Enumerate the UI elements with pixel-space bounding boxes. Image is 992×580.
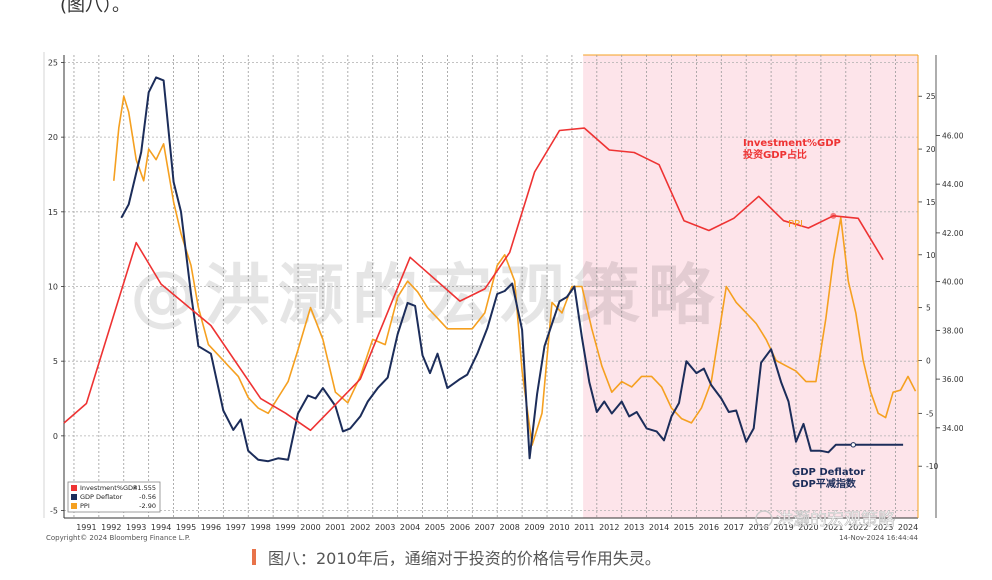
x-tick-label: 2001	[325, 523, 345, 532]
x-tick-label: 2023	[873, 523, 893, 532]
x-tick-label: 2005	[425, 523, 445, 532]
x-tick-label: 1993	[126, 523, 146, 532]
x-tick-label: 2022	[848, 523, 868, 532]
top-text-fragment: (图八）。	[60, 0, 131, 16]
legend-item-name: GDP Deflator	[80, 493, 123, 501]
x-tick-label: 2004	[400, 523, 420, 532]
x-tick-label: 2020	[798, 523, 818, 532]
inner-right-tick-label: -10	[926, 462, 938, 471]
x-tick-label: 2002	[350, 523, 370, 532]
annotation-deflator-cn: GDP平减指数	[792, 477, 857, 490]
annotation-investment-cn: 投资GDP占比	[743, 148, 807, 161]
x-tick-label: 2003	[375, 523, 395, 532]
x-tick-label: 2016	[699, 523, 719, 532]
date-stamp: 14-Nov-2024 16:44:44	[839, 534, 918, 542]
legend-item-name: Investment%GDP	[80, 484, 137, 492]
annotation-deflator-en: GDP Deflator	[792, 467, 865, 478]
inner-right-tick-label: -5	[926, 409, 934, 418]
left-tick-label: 10	[48, 283, 58, 292]
inner-right-tick-label: 0	[926, 356, 931, 365]
x-tick-label: 1991	[76, 523, 96, 532]
x-tick-label: 1998	[251, 523, 271, 532]
outer-right-tick-label: 34.00	[942, 424, 964, 433]
x-tick-label: 2021	[823, 523, 843, 532]
legend-item-value: -0.56	[139, 493, 156, 501]
x-tick-label: 2017	[724, 523, 744, 532]
legend-item-name: PPI	[80, 502, 90, 510]
inner-right-tick-label: 20	[926, 145, 936, 154]
legend-box	[67, 481, 161, 513]
series-line-gdp_deflator	[120, 76, 904, 463]
legend-item-value: 41.555	[133, 484, 156, 492]
series-line-investment	[63, 127, 884, 432]
x-tick-label: 2000	[300, 523, 320, 532]
x-tick-label: 1996	[201, 523, 221, 532]
x-tick-label: 1995	[176, 523, 196, 532]
outer-right-tick-label: 42.00	[942, 229, 964, 238]
x-tick-label: 2014	[649, 523, 669, 532]
shaded-region	[583, 55, 918, 518]
chart-axes: 1991 1992 1993 1994 1995 1996 1997 1998 1999 2000…	[43, 52, 964, 532]
copyright-text: Copyright© 2024 Bloomberg Finance L.P.	[46, 534, 190, 542]
x-tick-label: 2024	[898, 523, 918, 532]
inner-right-tick-label: 15	[926, 198, 936, 207]
outer-right-tick-label: 38.00	[942, 326, 964, 335]
annotation-ppi: PPI	[788, 219, 803, 230]
x-tick-label: 1994	[151, 523, 171, 532]
x-tick-label: 2008	[499, 523, 519, 532]
watermark-layer: @洪灏的宏观策略	[130, 257, 722, 334]
chart-series	[63, 76, 917, 463]
watermark-text: @洪灏的宏观策略	[130, 257, 722, 334]
x-tick-label: 2019	[773, 523, 793, 532]
x-tick-label: 2013	[624, 523, 644, 532]
x-tick-label: 1997	[226, 523, 246, 532]
outer-right-tick-label: 36.00	[942, 375, 964, 384]
legend-item-value: -2.90	[139, 502, 156, 510]
legend-swatch	[71, 494, 77, 500]
x-tick-label: 2007	[475, 523, 495, 532]
weibo-mark-text: 洪灏的宏观策略	[776, 510, 895, 530]
left-tick-label: 20	[48, 133, 58, 142]
left-tick-label: 15	[48, 208, 58, 217]
x-tick-label: 2018	[748, 523, 768, 532]
left-tick-label: 25	[48, 58, 58, 67]
left-tick-label: 5	[53, 357, 58, 366]
x-tick-label: 1999	[275, 523, 295, 532]
chart-svg: @洪灏的宏观策略 1991 1992 1993 1994 1995 1996 1997 199…	[43, 52, 964, 542]
legend-swatch	[71, 503, 77, 509]
legend-swatch	[71, 485, 77, 491]
inner-right-tick-label: 10	[926, 251, 936, 260]
inner-right-tick-label: 25	[926, 92, 936, 101]
deflator-marker	[850, 442, 856, 448]
x-tick-label: 2006	[450, 523, 470, 532]
left-tick-label: -5	[50, 507, 58, 516]
inner-right-tick-label: 5	[926, 304, 931, 313]
x-tick-label: 2011	[574, 523, 594, 532]
x-tick-label: 2010	[549, 523, 569, 532]
caption-text: 图八：2010年后，通缩对于投资的价格信号作用失灵。	[268, 549, 661, 568]
x-tick-label: 2012	[599, 523, 619, 532]
x-tick-label: 2015	[674, 523, 694, 532]
investment-marker	[830, 212, 837, 219]
caption-accent-bar	[252, 549, 256, 565]
figure-caption: 图八：2010年后，通缩对于投资的价格信号作用失灵。	[252, 545, 661, 569]
x-tick-label: 2009	[524, 523, 544, 532]
left-tick-label: 0	[53, 432, 58, 441]
outer-right-tick-label: 44.00	[942, 180, 964, 189]
annotation-investment-en: Investment%GDP	[743, 138, 841, 149]
x-tick-label: 1992	[101, 523, 121, 532]
outer-right-tick-label: 46.00	[942, 131, 964, 140]
chart: @洪灏的宏观策略 1991 1992 1993 1994 1995 1996 1997 199…	[43, 52, 964, 542]
outer-right-tick-label: 40.00	[942, 278, 964, 287]
chart-grid	[64, 55, 918, 518]
weibo-icon	[755, 510, 773, 528]
